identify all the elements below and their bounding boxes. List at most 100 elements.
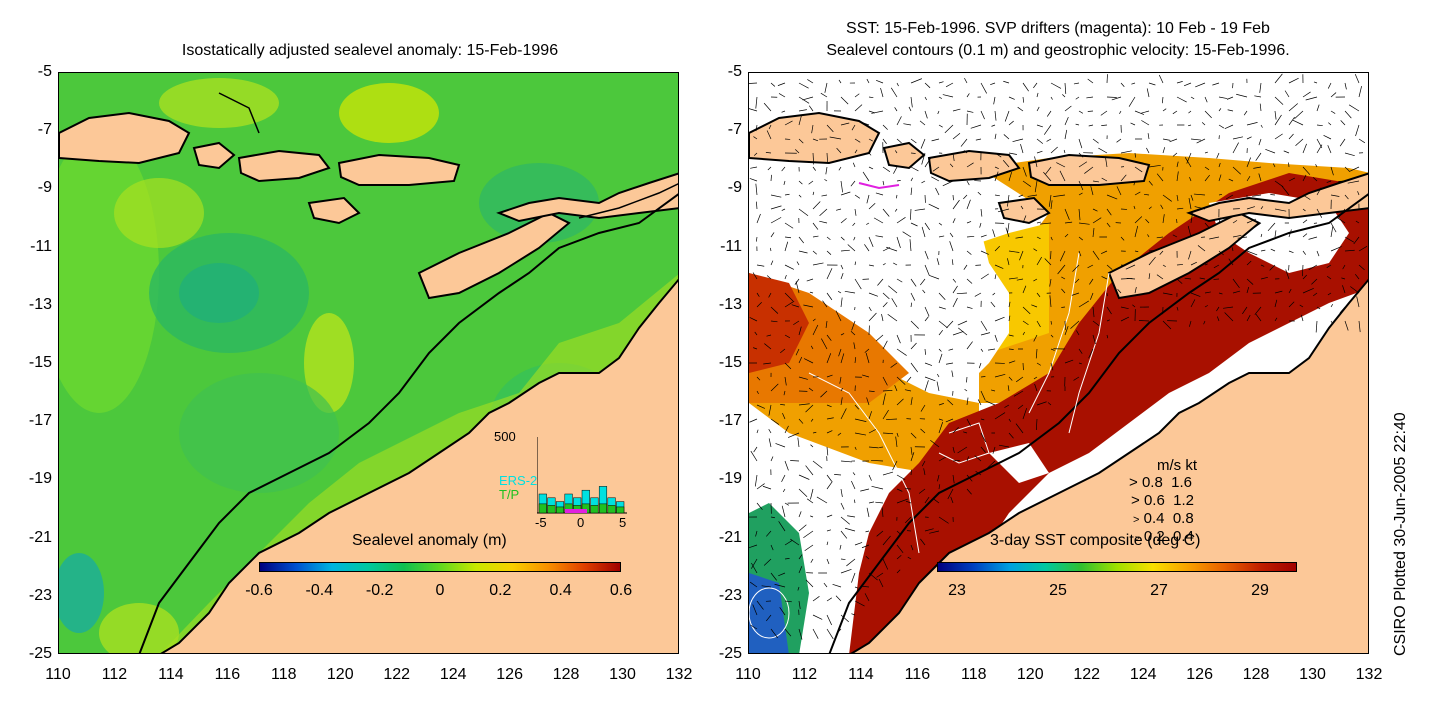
velocity-vector: [826, 529, 832, 532]
velocity-vector: [1162, 292, 1173, 296]
velocity-vector: [1252, 194, 1262, 197]
velocity-vector: [1022, 320, 1029, 326]
velocity-vector: [952, 285, 958, 294]
velocity-vector: [753, 446, 758, 453]
velocity-vector: [957, 320, 968, 326]
velocity-vector: [1283, 150, 1290, 154]
velocity-vector: [826, 614, 832, 626]
histogram-bar-tp: [590, 505, 599, 514]
velocity-vector: [840, 530, 848, 539]
velocity-vector: [836, 208, 842, 211]
velocity-vector: [947, 399, 954, 406]
velocity-vector: [1259, 103, 1262, 112]
velocity-vector: [1354, 73, 1360, 84]
velocity-vector: [1188, 110, 1192, 114]
velocity-vector: [1022, 408, 1028, 420]
velocity-vector: [1098, 147, 1108, 154]
velocity-vector: [770, 383, 779, 392]
velocity-vector: [1269, 264, 1276, 271]
velocity-vector: [950, 496, 954, 504]
velocity-vector: [951, 370, 954, 378]
velocity-vector: [796, 261, 800, 266]
velocity-vector: [832, 583, 842, 588]
velocity-vector: [840, 191, 851, 196]
velocity-vector: [937, 373, 940, 378]
velocity-vector: [795, 281, 800, 294]
velocity-vector: [810, 515, 814, 518]
velocity-vector: [909, 239, 912, 252]
velocity-vector: [805, 404, 814, 413]
velocity-vector: [778, 93, 786, 98]
velocity-vector: [1358, 245, 1368, 252]
velocity-vector: [1036, 92, 1039, 98]
velocity-vector: [854, 404, 860, 410]
velocity-vector: [919, 278, 926, 286]
right-lon-tick-label: 124: [1129, 666, 1157, 683]
velocity-vector: [1255, 313, 1262, 322]
velocity-vector: [1064, 129, 1068, 140]
velocity-vector: [1008, 418, 1011, 422]
velocity-vector: [1265, 148, 1276, 154]
velocity-vector: [1071, 292, 1080, 296]
velocity-vector: [749, 108, 758, 112]
velocity-vector: [784, 300, 795, 308]
velocity-vector: [980, 432, 987, 443]
right-lon-tick-label: 120: [1016, 666, 1044, 683]
velocity-vector: [1146, 147, 1150, 154]
velocity-vector: [1078, 192, 1083, 196]
velocity-vector: [990, 301, 996, 308]
velocity-vector: [896, 138, 902, 144]
velocity-vector: [838, 79, 842, 84]
velocity-vector: [1218, 174, 1222, 182]
velocity-vector: [907, 556, 912, 560]
velocity-vector: [1218, 292, 1223, 295]
velocity-vector: [952, 427, 959, 434]
velocity-vector: [896, 278, 903, 283]
velocity-vector: [952, 278, 957, 283]
velocity-vector: [1232, 136, 1244, 140]
velocity-vector: [1302, 250, 1307, 255]
velocity-vector: [871, 459, 884, 462]
velocity-vector: [1302, 288, 1314, 294]
velocity-vector: [810, 444, 814, 448]
velocity-vector: [1204, 263, 1208, 266]
right-colorbar: [937, 562, 1297, 572]
velocity-vector: [987, 348, 996, 351]
velocity-vector: [822, 300, 828, 308]
velocity-vector: [784, 241, 789, 252]
velocity-vector: [1270, 194, 1276, 196]
velocity-vector: [784, 540, 793, 546]
velocity-vector: [835, 595, 842, 602]
velocity-vector: [779, 607, 786, 616]
velocity-vector: [980, 208, 983, 217]
velocity-vector: [1033, 278, 1038, 282]
velocity-vector: [770, 456, 774, 462]
velocity-vector: [1274, 290, 1283, 294]
velocity-vector: [798, 566, 803, 574]
velocity-vector: [853, 236, 856, 241]
velocity-vector: [782, 488, 786, 493]
velocity-vector: [980, 390, 986, 401]
velocity-vector: [756, 429, 759, 434]
velocity-vector: [920, 138, 926, 149]
velocity-vector: [851, 613, 856, 616]
velocity-vector: [826, 268, 833, 280]
velocity-vector: [966, 376, 968, 383]
velocity-vector: [1284, 90, 1290, 98]
velocity-legend-ms-1: 0.8: [1141, 474, 1163, 491]
velocity-vector: [910, 544, 914, 551]
velocity-vector: [1078, 250, 1082, 257]
left-lon-tick-label: 116: [214, 666, 241, 683]
velocity-vector: [1302, 174, 1307, 182]
velocity-vector: [1330, 166, 1334, 176]
right-lat-tick-label: -15: [718, 354, 742, 371]
velocity-vector: [1033, 248, 1038, 252]
velocity-vector: [937, 474, 940, 482]
velocity-vector: [980, 250, 989, 255]
velocity-vector: [1036, 124, 1043, 128]
velocity-vector: [1188, 197, 1192, 210]
velocity-vector: [1176, 161, 1179, 168]
velocity-vector: [903, 123, 912, 126]
velocity-vector: [938, 403, 944, 406]
velocity-vector: [775, 443, 786, 448]
